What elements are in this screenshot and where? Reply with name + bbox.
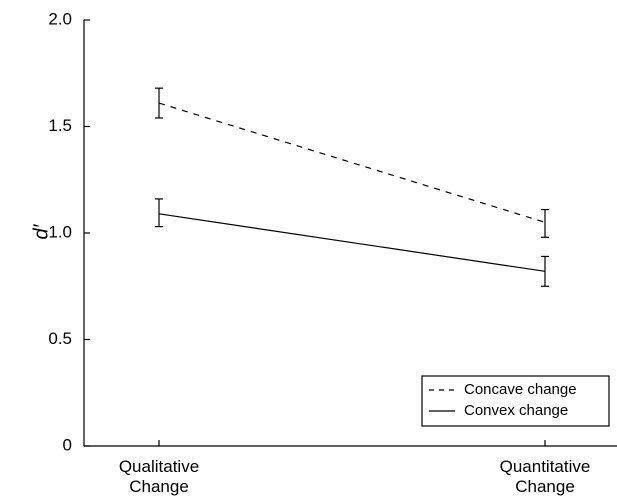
data-point: [544, 270, 546, 272]
y-tick-label: 0: [63, 435, 72, 454]
legend-label: Convex change: [464, 402, 568, 419]
data-point: [544, 221, 546, 223]
y-axis-label: d′: [30, 223, 52, 239]
x-tick-label-line: Qualitative: [119, 457, 199, 476]
x-tick-label-line: Quantitative: [500, 457, 591, 476]
series-line: [158, 213, 546, 272]
legend-label: Concave change: [464, 381, 577, 398]
y-axis-label-group: d′: [30, 223, 52, 239]
y-tick-label: 1.0: [48, 222, 72, 241]
y-tick-label: 2.0: [48, 9, 72, 28]
x-tick-label-line: Change: [515, 477, 575, 496]
series-layer: [155, 87, 549, 287]
legend: Concave change Convex change: [421, 375, 610, 427]
data-point: [158, 213, 160, 215]
data-point: [158, 102, 160, 104]
x-tick-label: Qualitative Change: [119, 457, 199, 496]
x-tick-label-line: Change: [129, 477, 189, 496]
legend-box: [421, 375, 610, 427]
x-tick-label: Quantitative Change: [500, 457, 591, 496]
y-tick-label: 1.5: [48, 116, 72, 135]
y-tick-label: 0.5: [48, 329, 72, 348]
series-line: [158, 102, 546, 223]
